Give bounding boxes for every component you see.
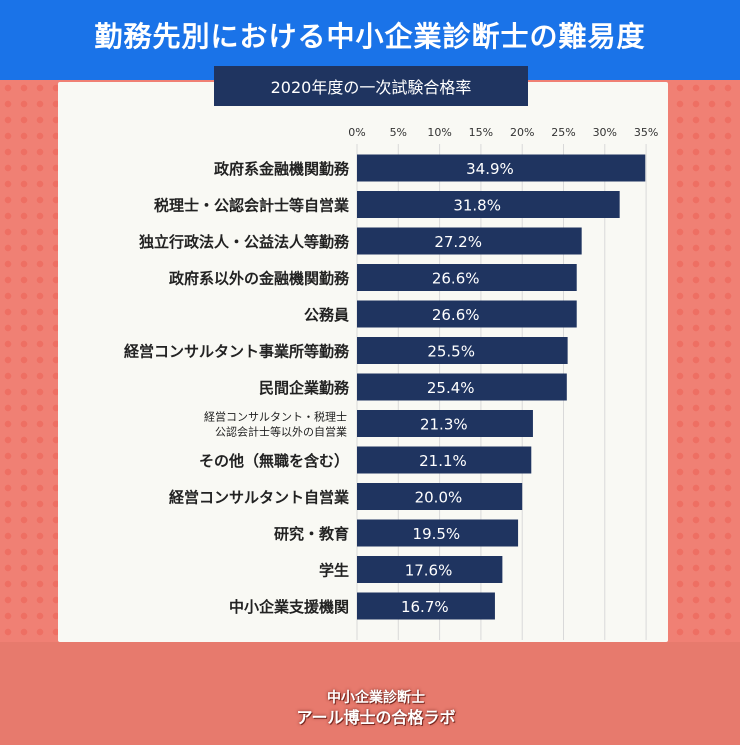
bar [357,373,567,401]
category-label: 経営コンサルタント・税理士 [204,410,347,424]
x-tick-label: 35% [634,126,658,139]
chart-subtitle: 2020年度の一次試験合格率 [214,66,528,106]
category-label: 税理士・公認会計士等自営業 [154,197,350,215]
bar-value-label: 21.3% [420,416,468,434]
bar-value-label: 26.6% [432,270,480,288]
bar-value-label: 19.5% [413,525,461,543]
bar-value-label: 16.7% [401,598,449,616]
bar-value-label: 20.0% [415,489,463,507]
category-label: 独立行政法人・公益法人等勤務 [139,233,350,251]
bar-value-label: 17.6% [405,562,453,580]
category-label: 民間企業勤務 [259,379,350,397]
category-label: 経営コンサルタント自営業 [169,489,350,507]
bar [357,337,568,364]
bar [357,191,620,218]
page-title: 勤務先別における中小企業診断士の難易度 [94,20,646,53]
bar-value-label: 26.6% [432,306,480,324]
brand-logo: 中小企業診断士 アール博士の合格ラボ [276,688,476,728]
category-label: 政府系以外の金融機関勤務 [169,270,350,288]
bar-value-label: 21.1% [419,452,467,470]
category-label: 公認会計士等以外の自営業 [215,425,347,439]
category-label: 政府系金融機関勤務 [214,160,350,178]
x-tick-label: 25% [551,126,575,139]
brand-line-2: アール博士の合格ラボ [296,708,456,727]
category-label: その他（無職を含む） [199,452,349,470]
x-tick-label: 5% [390,126,407,139]
category-label: 公務員 [304,306,349,324]
brand-line-1: 中小企業診断士 [327,690,425,706]
footer-area [0,642,740,745]
category-label: 研究・教育 [274,525,349,543]
bar [357,264,577,291]
bar-value-label: 27.2% [434,233,482,251]
bar-value-label: 25.5% [427,343,475,361]
x-tick-label: 10% [427,126,451,139]
bar [357,446,532,474]
x-tick-label: 0% [348,126,365,139]
bar-value-label: 25.4% [427,379,475,397]
bar-value-label: 31.8% [453,197,501,215]
category-label: 中小企業支援機関 [229,598,349,616]
category-label: 学生 [319,562,349,580]
x-tick-label: 15% [469,126,493,139]
x-tick-label: 20% [510,126,534,139]
bar [357,519,519,547]
category-label: 経営コンサルタント事業所等勤務 [124,343,350,361]
bar [357,227,582,255]
bar-value-label: 34.9% [466,160,514,178]
bar [357,300,577,328]
bar [357,410,533,437]
x-tick-label: 30% [593,126,617,139]
bar [357,483,523,510]
bar [357,592,495,620]
bar [357,556,503,583]
bar [357,154,646,182]
